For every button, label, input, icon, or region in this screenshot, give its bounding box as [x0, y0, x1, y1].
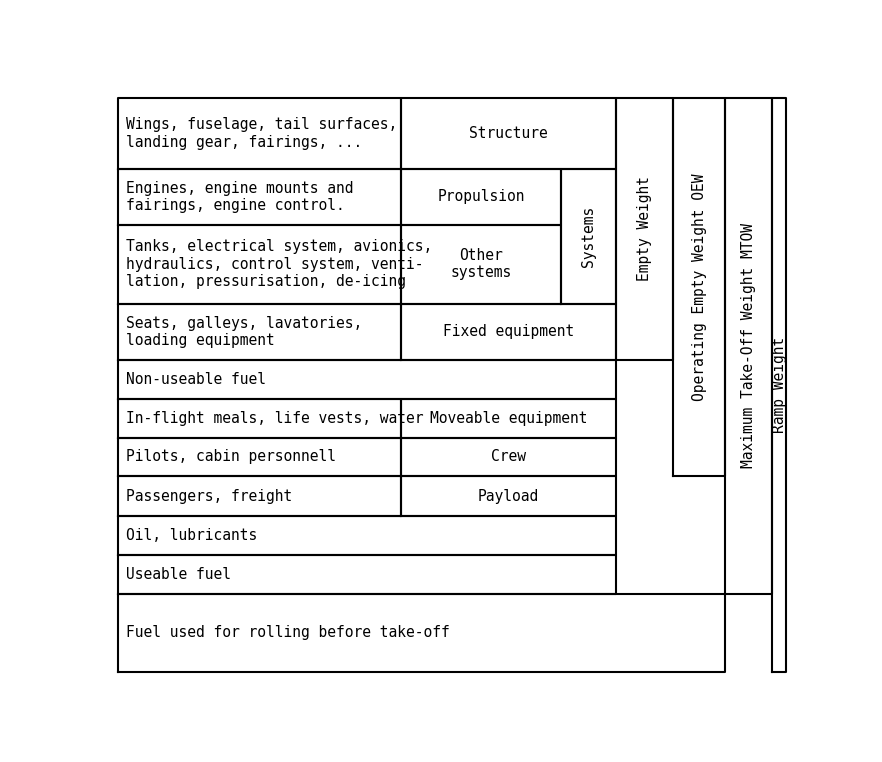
- Text: Fuel used for rolling before take-off: Fuel used for rolling before take-off: [126, 625, 450, 640]
- Text: Systems: Systems: [581, 206, 596, 267]
- Text: Wings, fuselage, tail surfaces,
landing gear, fairings, ...: Wings, fuselage, tail surfaces, landing …: [126, 117, 397, 149]
- Text: Maximum Take-Off Weight MTOW: Maximum Take-Off Weight MTOW: [741, 223, 756, 469]
- Text: Useable fuel: Useable fuel: [126, 567, 231, 582]
- Text: Seats, galleys, lavatories,
loading equipment: Seats, galleys, lavatories, loading equi…: [126, 315, 363, 348]
- Text: Non-useable fuel: Non-useable fuel: [126, 372, 266, 387]
- Text: Empty Weight: Empty Weight: [637, 176, 652, 281]
- Text: Crew: Crew: [491, 450, 526, 465]
- Text: In-flight meals, life vests, water: In-flight meals, life vests, water: [126, 411, 423, 426]
- Text: Pilots, cabin personnell: Pilots, cabin personnell: [126, 450, 336, 465]
- Text: Passengers, freight: Passengers, freight: [126, 488, 292, 504]
- Text: Other
systems: Other systems: [451, 248, 512, 280]
- Text: Tanks, electrical system, avionics,
hydraulics, control system, venti-
lation, p: Tanks, electrical system, avionics, hydr…: [126, 239, 432, 289]
- Text: Propulsion: Propulsion: [437, 189, 525, 204]
- Text: Fixed equipment: Fixed equipment: [443, 324, 574, 339]
- Text: Payload: Payload: [478, 488, 539, 504]
- Text: Ramp Weight: Ramp Weight: [772, 337, 787, 433]
- Text: Engines, engine mounts and
fairings, engine control.: Engines, engine mounts and fairings, eng…: [126, 181, 354, 213]
- Text: Moveable equipment: Moveable equipment: [430, 411, 587, 426]
- Text: Oil, lubricants: Oil, lubricants: [126, 528, 258, 543]
- Text: Structure: Structure: [469, 126, 548, 141]
- Text: Operating Empty Weight OEW: Operating Empty Weight OEW: [691, 174, 706, 401]
